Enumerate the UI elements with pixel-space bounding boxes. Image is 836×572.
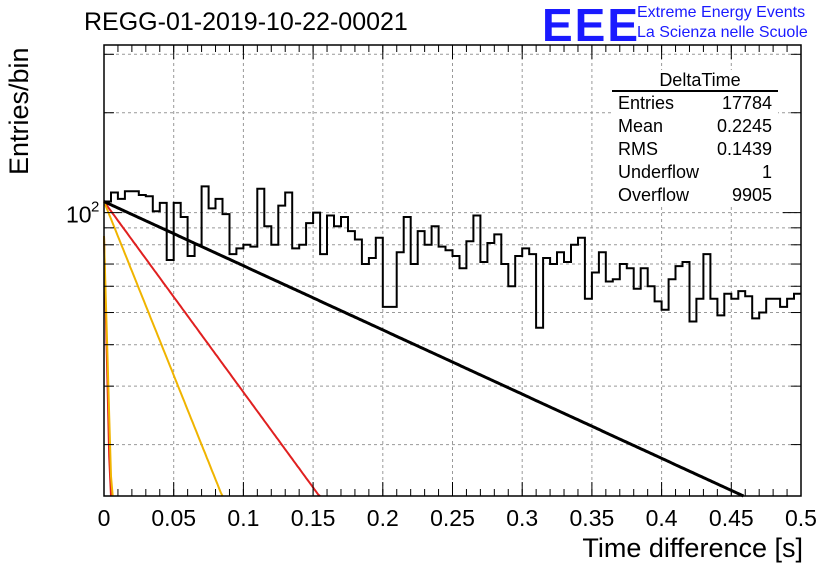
x-tick-label: 0.25	[430, 505, 475, 531]
stats-row-entries: Entries 17784	[612, 92, 778, 115]
fit-curves	[103, 200, 321, 497]
plot-title: REGG-01-2019-10-22-00021	[84, 8, 408, 36]
total-fit-layer	[103, 200, 745, 498]
fit-curve-component-slow	[103, 200, 321, 497]
stats-row-overflow: Overflow 9905	[612, 184, 778, 207]
stats-label: Mean	[618, 116, 664, 136]
x-tick-label: 0.5	[785, 505, 817, 531]
stats-value: 0.1439	[716, 139, 772, 159]
stats-value: 9905	[731, 185, 772, 205]
logo-caption-line2: La Scienza nelle Scuole	[637, 24, 808, 41]
x-tick-label: 0.35	[570, 505, 615, 531]
tick-labels: 0 0.05 0.1 0.15 0.2 0.25 0.3 0.35 0.4 0.45 0.5 10 2	[66, 199, 817, 531]
logo-caption-line1: Extreme Energy Events	[637, 4, 806, 21]
stats-value: 17784	[721, 93, 772, 113]
y-tick-label-base: 10	[66, 202, 92, 228]
stats-value: 1	[761, 162, 772, 182]
y-axis-label: Entries/bin	[4, 47, 34, 175]
histogram-deltatime	[104, 185, 801, 329]
x-tick-label: 0.2	[367, 505, 399, 531]
x-axis-label: Time difference [s]	[582, 533, 803, 563]
x-tick-label: 0.45	[709, 505, 754, 531]
x-tick-label: 0.1	[227, 505, 259, 531]
stats-box: DeltaTime Entries 17784 Mean 0.2245 RMS …	[612, 70, 778, 207]
y-tick-label-exponent: 2	[91, 199, 99, 216]
stats-title: DeltaTime	[612, 70, 778, 92]
stats-label: Underflow	[618, 162, 700, 182]
eee-logo: EEE	[542, 0, 641, 51]
stats-value: 0.2245	[716, 116, 772, 136]
x-tick-label: 0	[98, 505, 111, 531]
x-tick-label: 0.3	[506, 505, 538, 531]
stats-row-underflow: Underflow 1	[612, 161, 778, 184]
fit-curve-component-mid	[103, 201, 224, 497]
axis-ticks	[103, 45, 802, 496]
stats-label: Overflow	[618, 185, 690, 205]
stats-label: Entries	[618, 93, 675, 113]
x-tick-label: 0.15	[291, 505, 336, 531]
stats-row-rms: RMS 0.1439	[612, 138, 778, 161]
stats-row-mean: Mean 0.2245	[612, 115, 778, 138]
fit-curve-total-fit	[103, 200, 745, 498]
x-tick-label: 0.05	[151, 505, 196, 531]
stats-label: RMS	[618, 139, 658, 159]
x-tick-label: 0.4	[646, 505, 678, 531]
